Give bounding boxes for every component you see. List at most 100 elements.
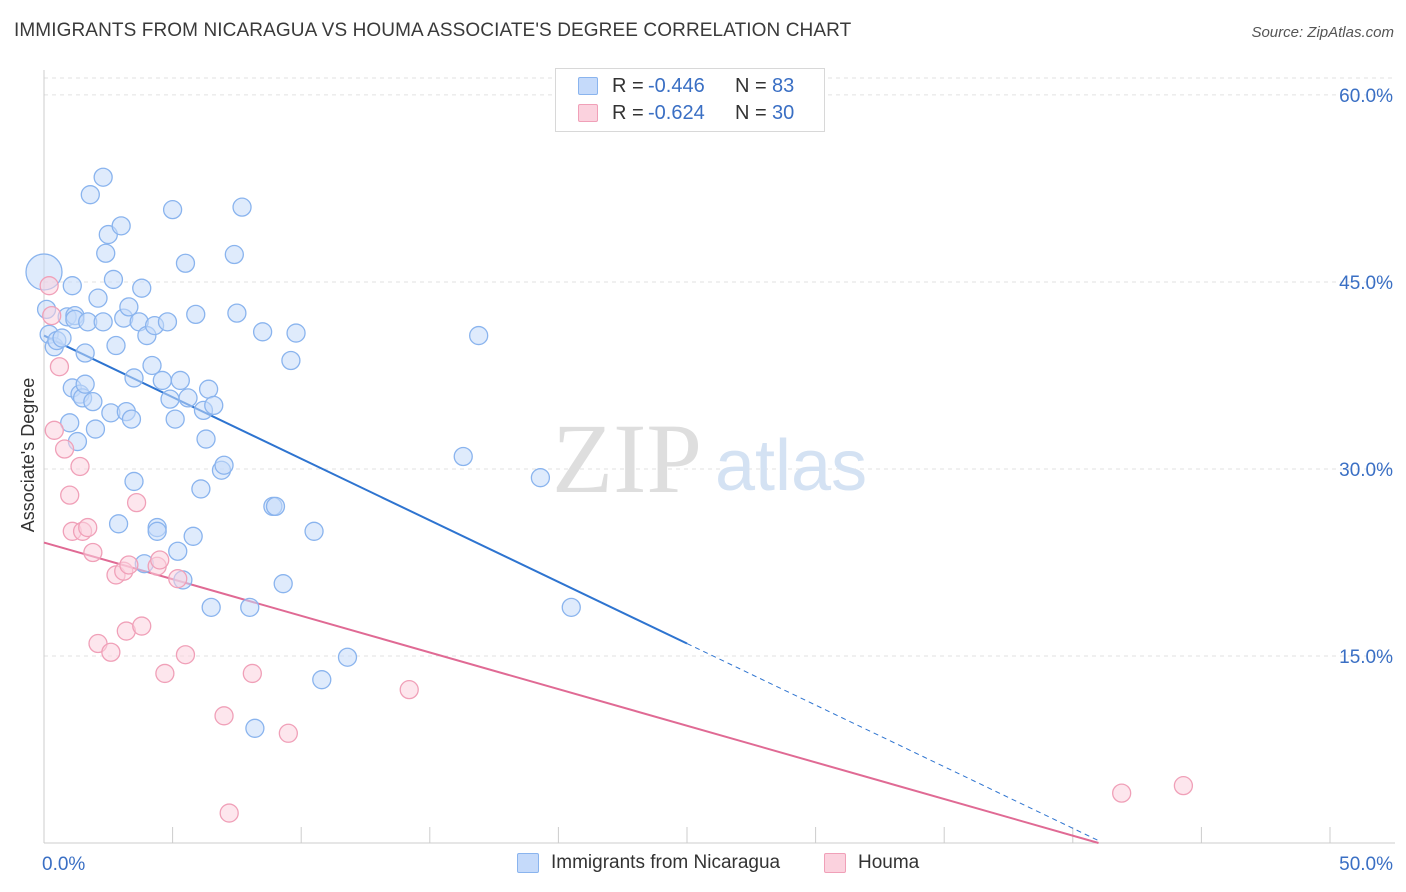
chart-title: IMMIGRANTS FROM NICARAGUA VS HOUMA ASSOC… bbox=[14, 20, 852, 41]
data-point bbox=[186, 304, 206, 325]
series-nicaragua bbox=[25, 167, 581, 738]
data-point bbox=[162, 199, 183, 220]
data-point bbox=[399, 679, 419, 700]
legend-r-value: -0.446 bbox=[648, 75, 705, 97]
bottom-legend-swatch-blue bbox=[517, 853, 539, 873]
data-point bbox=[1112, 783, 1132, 803]
legend-r-label: R = bbox=[612, 102, 644, 124]
data-point bbox=[191, 479, 211, 499]
trend-lines bbox=[43, 334, 1099, 844]
bottom-legend-swatch-pink bbox=[824, 853, 846, 873]
data-point bbox=[198, 379, 219, 399]
data-point bbox=[93, 312, 113, 332]
data-point bbox=[245, 718, 265, 738]
data-point bbox=[62, 276, 82, 296]
data-point bbox=[124, 471, 144, 492]
data-point bbox=[265, 496, 286, 517]
data-point bbox=[214, 706, 234, 726]
data-point bbox=[106, 335, 126, 356]
data-point bbox=[108, 514, 129, 534]
bottom-legend-label: Houma bbox=[858, 852, 920, 873]
data-point bbox=[119, 555, 139, 575]
legend-r-value: -0.624 bbox=[648, 102, 705, 124]
tick-labels: 15.0% 30.0% 45.0% 60.0% 0.0% 50.0% bbox=[42, 86, 1393, 875]
data-point bbox=[155, 663, 175, 684]
data-point bbox=[119, 297, 139, 317]
data-point bbox=[126, 492, 147, 513]
data-point bbox=[111, 216, 131, 236]
data-point bbox=[83, 391, 103, 412]
y-tick-label: 30.0% bbox=[1339, 460, 1393, 481]
trend-line-houma bbox=[43, 541, 1099, 844]
data-point bbox=[469, 325, 489, 346]
data-point bbox=[168, 569, 188, 589]
data-point bbox=[147, 521, 167, 541]
data-point bbox=[96, 243, 116, 263]
x-tick-label: 50.0% bbox=[1339, 854, 1393, 875]
legend-n-label: N = bbox=[735, 75, 767, 97]
y-tick-label: 60.0% bbox=[1339, 86, 1393, 107]
legend: R = -0.446 N = 83 R = -0.624 N = 30 bbox=[555, 68, 825, 132]
data-point bbox=[183, 526, 203, 546]
data-point bbox=[278, 723, 298, 743]
data-point bbox=[232, 197, 252, 217]
data-point bbox=[286, 323, 306, 343]
data-point bbox=[124, 368, 144, 388]
legend-n-value: 83 bbox=[772, 75, 795, 97]
data-point bbox=[132, 616, 152, 636]
data-point bbox=[52, 328, 72, 348]
trend-line-nicaragua-extension bbox=[686, 643, 1099, 842]
data-point bbox=[132, 278, 152, 298]
data-point bbox=[60, 485, 80, 505]
watermark-zip: ZIP bbox=[552, 403, 702, 514]
data-point bbox=[252, 322, 273, 342]
series-houma bbox=[39, 276, 1194, 823]
watermark: ZIP atlas bbox=[552, 403, 867, 514]
data-point bbox=[273, 574, 293, 594]
data-point bbox=[93, 167, 113, 187]
data-point bbox=[242, 663, 262, 684]
data-point bbox=[201, 597, 221, 618]
data-point bbox=[44, 420, 64, 440]
data-point bbox=[170, 370, 190, 391]
y-tick-label: 45.0% bbox=[1339, 273, 1393, 294]
data-point bbox=[101, 642, 121, 662]
data-point bbox=[78, 517, 98, 538]
data-point bbox=[165, 409, 185, 429]
data-point bbox=[150, 550, 170, 570]
data-point bbox=[175, 253, 196, 273]
bottom-legend-label: Immigrants from Nicaragua bbox=[551, 852, 781, 873]
data-point bbox=[196, 429, 216, 449]
watermark-atlas: atlas bbox=[715, 426, 867, 506]
data-points bbox=[25, 167, 1194, 823]
data-point bbox=[83, 542, 103, 563]
data-point bbox=[312, 670, 332, 690]
data-point bbox=[152, 370, 172, 391]
data-point bbox=[304, 521, 324, 541]
data-point bbox=[178, 388, 198, 408]
legend-swatch-blue bbox=[578, 77, 598, 95]
legend-swatch-pink bbox=[578, 104, 598, 122]
data-point bbox=[54, 439, 75, 459]
data-point bbox=[204, 395, 224, 416]
data-point bbox=[80, 185, 100, 205]
data-point bbox=[85, 419, 106, 439]
data-point bbox=[88, 288, 108, 308]
legend-n-value: 30 bbox=[772, 102, 795, 124]
axes bbox=[43, 70, 1395, 844]
y-tick-label: 15.0% bbox=[1339, 647, 1393, 668]
data-point bbox=[240, 597, 260, 618]
data-point bbox=[561, 597, 581, 618]
gridlines bbox=[44, 77, 1395, 657]
data-point bbox=[70, 456, 90, 477]
x-tick-label: 0.0% bbox=[42, 854, 85, 875]
data-point bbox=[168, 541, 188, 561]
data-point bbox=[142, 355, 162, 376]
data-point bbox=[75, 343, 95, 363]
data-point bbox=[121, 409, 142, 429]
y-axis-label: Associate's Degree bbox=[18, 378, 38, 533]
data-point bbox=[160, 389, 180, 409]
data-point bbox=[227, 303, 247, 323]
data-point bbox=[175, 645, 196, 665]
